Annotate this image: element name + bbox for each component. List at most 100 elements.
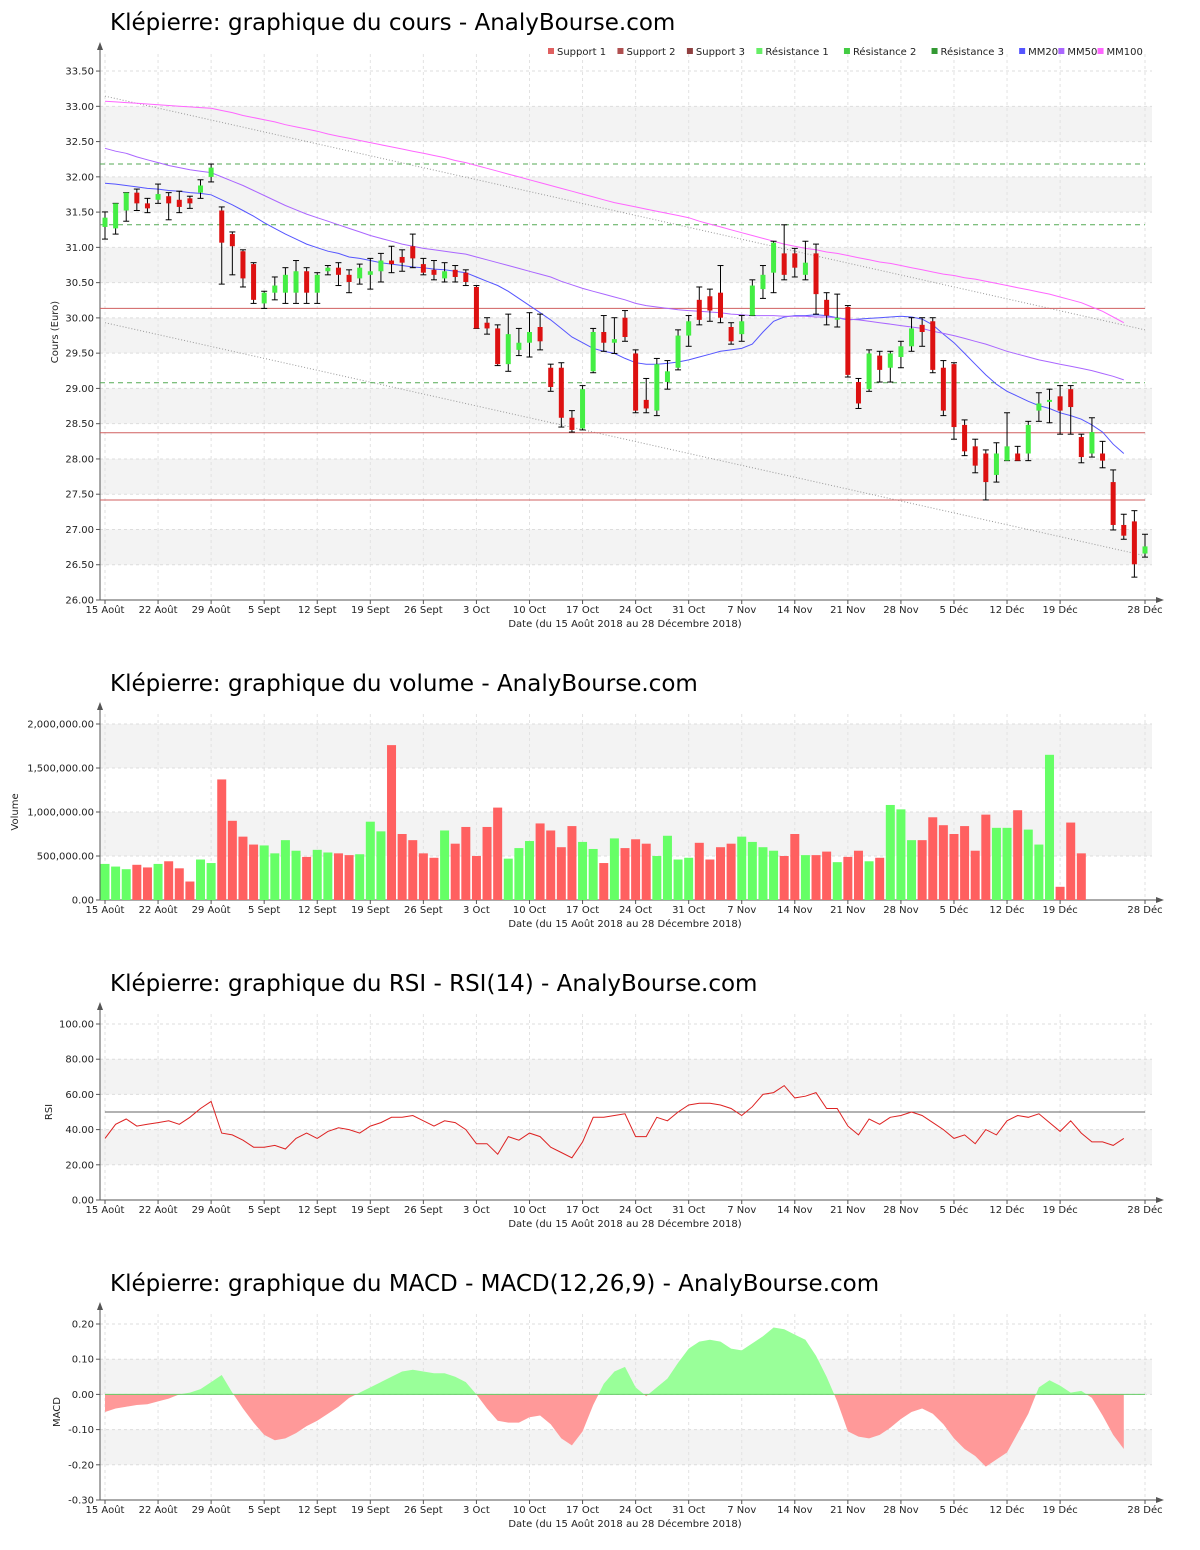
x-tick-label: 28 Déc [1127,1504,1162,1516]
candle [600,315,607,352]
volume-bar [196,859,206,900]
x-tick-label: 12 Déc [989,1504,1024,1516]
volume-bar [1055,886,1065,900]
legend-item: Support 1 [548,47,606,58]
y-axis-arrow [97,702,103,710]
candle [494,324,501,367]
rsi-chart: 0.00 20.00 40.00 60.00 80.00 100.00 15 Août 22 … [44,1002,1164,1230]
volume-bar [323,852,333,900]
candle-body [516,342,522,350]
candle [1067,385,1074,435]
candle-body [261,292,267,304]
volume-bar [164,861,174,900]
legend-swatch [756,48,763,54]
x-tick-label: 28 Nov [883,1505,919,1516]
y-axis-arrow [97,1002,103,1010]
volume-bar [238,836,248,900]
macd-negative-area [105,1394,180,1412]
x-axis-arrow [1156,1497,1164,1503]
candle [611,317,618,354]
x-tick-label: 15 Août [86,1504,125,1516]
volume-bar [896,809,906,900]
x-tick-label: 21 Nov [830,1505,866,1516]
legend-label: Résistance 1 [765,46,828,58]
x-tick-label: 17 Oct [566,905,599,916]
x-tick-label: 22 Août [139,1504,178,1516]
candle [218,206,225,285]
candle-body [1004,446,1010,461]
candle [813,243,820,315]
x-tick-label: 26 Sept [404,605,443,616]
candle [653,357,660,417]
volume-bar [705,859,715,900]
candle-body [887,353,893,368]
grid-band [100,106,1152,142]
candle [802,240,809,281]
volume-bar [185,881,195,900]
volume-bar [100,863,110,900]
candle [823,292,830,326]
candle [229,231,236,276]
candle-body [537,326,543,342]
x-tick-label: 28 Déc [1127,904,1162,916]
y-tick-label: -0.20 [68,1460,94,1471]
y-tick-label: 29.00 [65,384,94,395]
candle [335,262,342,287]
candle-body [102,217,108,227]
candle-body [1089,432,1095,454]
candle [239,249,246,288]
legend-swatch [548,48,554,54]
legend-item: Support 3 [686,47,745,58]
x-tick-label: 12 Sept [298,1505,337,1516]
x-tick-label: 10 Oct [513,1505,546,1516]
candle [961,419,968,457]
volume-bar [291,850,301,900]
candle [102,211,108,240]
y-tick-label: 0.00 [72,1390,94,1401]
y-tick-label: 100.00 [59,1020,94,1031]
volume-bar [461,826,471,900]
candle-body [792,253,798,268]
volume-bar [302,856,312,900]
candle-body [813,253,819,295]
candle-body [1110,482,1116,525]
y-tick-label: 32.50 [65,137,94,148]
candle-body [1068,389,1074,408]
candle-body [930,321,936,370]
candle-body [951,364,957,428]
candle-body [219,210,225,243]
x-tick-label: 12 Déc [989,604,1024,616]
candle [314,272,321,304]
y-axis-arrow [97,1302,103,1310]
macd-chart: -0.30 -0.20 -0.10 0.00 0.10 0.20 15 Août 22 Aoû… [52,1302,1164,1530]
candle-body [473,286,479,329]
volume-bar [524,841,534,900]
x-tick-label: 17 Oct [566,1505,599,1516]
x-tick-label: 5 Déc [940,1504,969,1516]
candle [505,313,512,372]
candle-body [802,262,808,275]
rsi-line [104,1084,1125,1159]
x-axis-label: Date (du 15 Août 2018 au 28 Décembre 201… [508,618,741,630]
volume-bar [779,856,789,900]
macd-negative-area [1086,1394,1124,1449]
legend-label: Support 3 [696,47,745,58]
legend-item: MM50 [1058,47,1097,58]
candle-body [1025,424,1031,454]
x-tick-label: 26 Sept [404,1505,443,1516]
y-tick-label: 30.50 [65,278,94,289]
y-tick-label: 28.50 [65,419,94,430]
volume-bar [790,834,800,900]
candle [696,286,703,326]
volume-bar [535,823,545,900]
y-tick-label: 26.00 [65,596,94,607]
volume-bar [259,845,269,900]
candle [346,269,353,294]
y-tick-label: 30.00 [65,313,94,324]
candle-body [155,194,161,200]
y-tick-label: 27.00 [65,525,94,536]
candle [887,350,894,383]
candle-body [972,446,978,466]
legend-label: Support 1 [557,47,606,58]
legend-swatch [686,48,693,54]
